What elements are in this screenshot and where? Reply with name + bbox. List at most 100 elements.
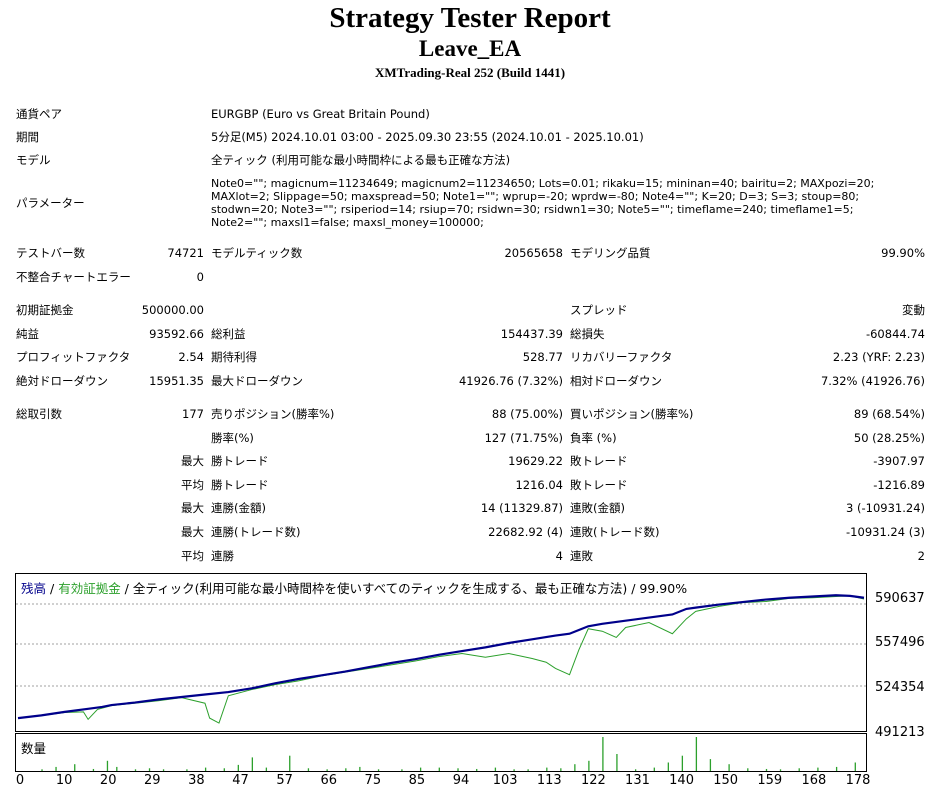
ea-name: Leave_EA: [418, 36, 522, 61]
balance-line: [17, 594, 865, 720]
payoff-label: 期待利得: [211, 350, 257, 364]
cons-win-amt-value: 14 (11329.87): [480, 501, 563, 515]
volume-bar: [728, 764, 730, 771]
cons-loss-amt-value: 3 (-10931.24): [846, 501, 925, 515]
short-value: 88 (75.00%): [491, 407, 563, 421]
pf-label: プロフィットファクタ: [16, 350, 131, 364]
short-label: 売りポジション(勝率%): [211, 407, 335, 421]
x-tick-label: 159: [757, 773, 783, 788]
volume-bar: [588, 760, 590, 771]
mismatch-value: 0: [196, 270, 204, 284]
equity-line: [17, 595, 865, 724]
volume-bar: [106, 760, 109, 771]
volume-bar: [779, 769, 782, 771]
volume-bar: [251, 757, 254, 771]
volume-bar: [494, 767, 497, 771]
volume-bar: [817, 767, 819, 771]
legend-balance: 残高: [21, 581, 47, 596]
abs-dd-value: 15951.35: [149, 374, 204, 388]
avg-loss-label: 敗トレード: [570, 478, 628, 492]
volume-bar: [377, 769, 380, 771]
volume-bar: [546, 767, 548, 771]
legend-sep-2: /: [120, 581, 133, 596]
max-label-1: 最大: [181, 454, 204, 468]
volume-bar: [289, 755, 291, 771]
avg-win-value: 1216.04: [515, 478, 563, 492]
x-tick-label: 122: [580, 773, 606, 788]
pf-value: 2.54: [178, 350, 204, 364]
volume-bar: [307, 768, 310, 771]
volume-bar: [92, 768, 95, 771]
volume-bar: [401, 769, 403, 771]
volume-bar: [798, 768, 800, 771]
model-value: 全ティック (利用可能な最小時間枠による最も正確な方法): [211, 153, 511, 167]
volume-bar: [634, 769, 637, 771]
volume-bar: [265, 767, 268, 771]
loss-value: 50 (28.25%): [853, 431, 925, 445]
volume-bar: [602, 737, 604, 771]
x-tick-label: 10: [55, 773, 73, 788]
volume-bar: [326, 769, 328, 771]
trades-value: 177: [182, 407, 204, 421]
max-dd-value: 41926.76 (7.32%): [458, 374, 563, 388]
volume-chart-plot: [41, 737, 856, 771]
volume-bar: [359, 766, 361, 771]
volume-bar: [667, 762, 669, 771]
long-label: 買いポジション(勝率%): [570, 407, 694, 421]
volume-bar: [74, 764, 76, 771]
volume-bar: [55, 766, 57, 771]
volume-bar: [204, 767, 207, 771]
x-tick-label: 75: [364, 773, 382, 788]
chart-legend: 残高 / 有効証拠金 / 全ティック(利用可能な最小時間枠を使いすべてのティック…: [21, 578, 687, 597]
pair-label: 通貨ペア: [16, 107, 62, 121]
volume-bar: [162, 769, 165, 771]
rel-dd-value: 7.32% (41926.76): [820, 374, 925, 388]
quality-label: モデリング品質: [570, 246, 651, 260]
volume-bar: [747, 768, 749, 771]
model-label: モデル: [16, 153, 51, 167]
pair-value: EURGBP (Euro vs Great Britain Pound): [211, 107, 430, 121]
volume-chart: 数量: [15, 733, 867, 772]
volume-bar: [835, 766, 838, 771]
win-label: 勝率(%): [211, 431, 254, 445]
avg-loss-value: -1216.89: [873, 478, 925, 492]
ticks-value: 20565658: [504, 246, 563, 260]
volume-bar: [574, 764, 576, 771]
avg-cons-loss-value: 2: [917, 549, 925, 563]
gross-profit-value: 154437.39: [500, 327, 563, 341]
x-tick-label: 131: [625, 773, 650, 788]
volume-bar: [709, 759, 712, 771]
x-tick-label: 94: [452, 773, 470, 788]
gross-loss-value: -60844.74: [865, 327, 925, 341]
report-title: Strategy Tester Report: [329, 2, 611, 34]
trades-label: 総取引数: [16, 407, 62, 421]
x-tick-label: 29: [144, 773, 161, 788]
x-tick-label: 178: [845, 773, 871, 788]
y-tick-label: 491213: [875, 725, 925, 740]
mismatch-label: 不整合チャートエラー: [16, 270, 131, 284]
volume-bar: [419, 767, 422, 771]
x-tick-label: 113: [536, 773, 562, 788]
params-value: Note0=""; magicnum=11234649; magicnum2=1…: [211, 177, 875, 229]
x-tick-label: 66: [320, 773, 337, 788]
abs-dd-label: 絶対ドローダウン: [16, 374, 108, 388]
net-label: 純益: [16, 327, 39, 341]
deposit-value: 500000.00: [141, 303, 204, 317]
x-tick-label: 0: [15, 773, 25, 788]
volume-bar: [513, 769, 515, 771]
bars-value: 74721: [167, 246, 204, 260]
long-value: 89 (68.54%): [853, 407, 925, 421]
max-dd-label: 最大ドローダウン: [211, 374, 303, 388]
volume-bar: [134, 769, 137, 771]
volume-bar: [681, 755, 684, 771]
quality-value: 99.90%: [881, 246, 925, 260]
cons-loss-amt-label: 連敗(金額): [570, 501, 625, 515]
max-win-label: 勝トレード: [211, 454, 269, 468]
win-value: 127 (71.75%): [484, 431, 563, 445]
volume-bar: [237, 764, 239, 771]
max-label-3: 最大: [181, 525, 204, 539]
balance-chart-plot: [16, 594, 866, 724]
gross-profit-label: 総利益: [211, 327, 246, 341]
ticks-label: モデルティック数: [211, 246, 303, 260]
max-loss-value: -3907.97: [873, 454, 925, 468]
